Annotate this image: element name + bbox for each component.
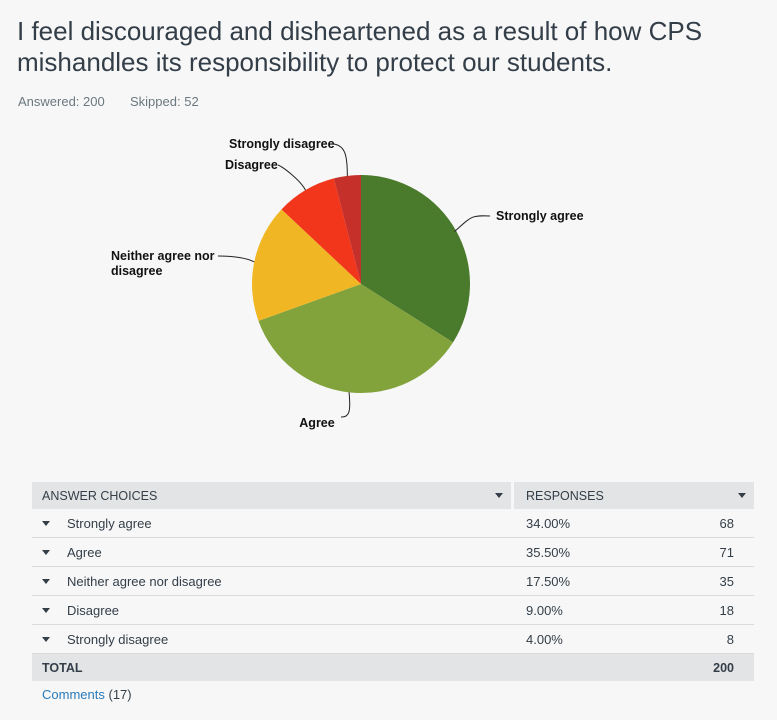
leader-line: [454, 215, 491, 232]
pie-slice: [333, 175, 361, 284]
table-row: Strongly agree 34.00% 68: [32, 509, 754, 538]
response-percent: 34.00%: [526, 515, 571, 531]
leader-line: [277, 164, 306, 191]
leader-line: [340, 392, 351, 418]
answer-table: ANSWER CHOICES RESPONSES Strongly agree 3…: [32, 482, 754, 681]
table-row: Neither agree nor disagree 17.50% 35: [32, 567, 754, 596]
sort-caret-icon[interactable]: [738, 493, 746, 498]
answer-choice-label: Disagree: [67, 602, 120, 618]
response-count: 35: [719, 573, 734, 589]
pie-slice: [251, 209, 361, 321]
slice-label: Strongly disagree: [229, 137, 335, 151]
skipped-count: 52: [184, 94, 199, 109]
total-label: TOTAL: [42, 660, 83, 675]
answer-choice-label: Strongly disagree: [67, 631, 169, 647]
slice-label: Disagree: [225, 158, 278, 172]
answer-choice-label: Strongly agree: [67, 515, 152, 531]
pie-slice: [258, 284, 454, 393]
answered-label: Answered:: [18, 94, 80, 109]
expand-caret-icon[interactable]: [42, 578, 50, 584]
response-percent: 35.50%: [526, 544, 571, 560]
response-count: 8: [726, 631, 734, 647]
skipped-label: Skipped:: [130, 94, 181, 109]
response-count: 68: [719, 515, 734, 531]
answer-choice-label: Agree: [67, 544, 102, 560]
response-count: 18: [719, 602, 734, 618]
question-title: I feel discouraged and disheartened as a…: [17, 16, 703, 77]
expand-caret-icon[interactable]: [42, 549, 50, 555]
sort-caret-icon[interactable]: [495, 493, 503, 498]
table-row: Disagree 9.00% 18: [32, 596, 754, 625]
answer-choice[interactable]: Disagree: [32, 603, 511, 618]
response-percent: 9.00%: [526, 602, 563, 618]
leader-line: [333, 143, 348, 176]
answer-choice[interactable]: Agree: [32, 545, 511, 560]
response-stats: Answered: 200 Skipped: 52: [18, 94, 199, 109]
pie-slice: [281, 178, 361, 284]
expand-caret-icon[interactable]: [42, 607, 50, 613]
total-value: 200: [713, 660, 734, 675]
answered-count: 200: [83, 94, 105, 109]
slice-label: Strongly agree: [496, 209, 584, 223]
slice-label: Agree: [299, 416, 334, 430]
expand-caret-icon[interactable]: [42, 636, 50, 642]
answer-choice-label: Neither agree nor disagree: [67, 573, 222, 589]
response-percent: 17.50%: [526, 573, 571, 589]
table-row: Agree 35.50% 71: [32, 538, 754, 567]
pie-chart: Strongly agree Agree Neither agree nor disa…: [111, 137, 584, 430]
total-row: TOTAL 200: [32, 654, 754, 681]
slice-label: Neither agree nor disagree: [111, 249, 215, 278]
answer-choice[interactable]: Strongly agree: [32, 516, 511, 531]
answer-choice[interactable]: Strongly disagree: [32, 632, 511, 647]
responses-header-label: RESPONSES: [526, 488, 604, 503]
table-row: Strongly disagree 4.00% 8: [32, 625, 754, 654]
response-count: 71: [719, 544, 734, 560]
leader-line: [217, 255, 255, 263]
responses-header[interactable]: RESPONSES: [511, 482, 754, 509]
comments-link-container: Comments (17): [42, 687, 132, 702]
table-header: ANSWER CHOICES RESPONSES: [32, 482, 754, 509]
comments-link[interactable]: Comments: [42, 687, 105, 702]
pie-slice: [361, 175, 470, 343]
answer-choice[interactable]: Neither agree nor disagree: [32, 574, 511, 589]
answer-choices-header[interactable]: ANSWER CHOICES: [32, 482, 511, 509]
response-percent: 4.00%: [526, 631, 563, 647]
answer-choices-header-label: ANSWER CHOICES: [42, 488, 158, 503]
expand-caret-icon[interactable]: [42, 520, 50, 526]
comments-count: (17): [108, 687, 132, 702]
